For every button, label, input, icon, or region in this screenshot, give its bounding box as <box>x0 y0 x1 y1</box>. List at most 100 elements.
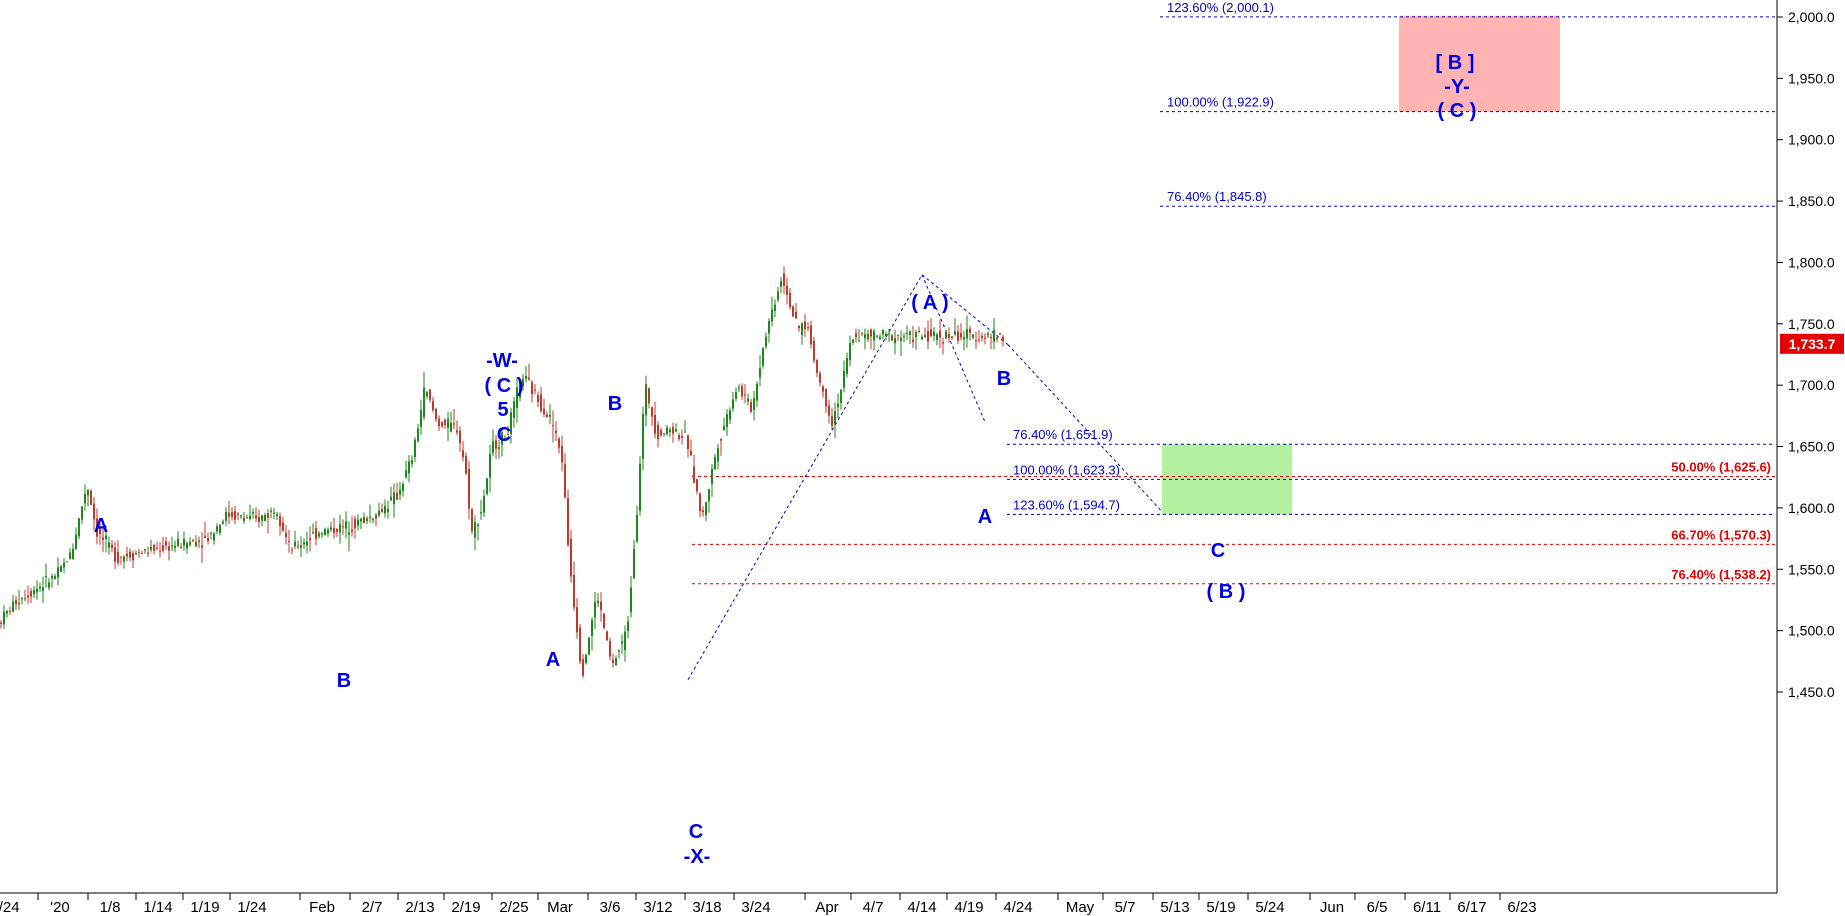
candle-body <box>579 627 581 662</box>
candle-body <box>381 509 383 513</box>
x-tick-label: 6/17 <box>1457 899 1486 916</box>
candle-body <box>786 285 788 296</box>
candle-body <box>147 552 149 554</box>
candle-body <box>435 409 437 420</box>
candle-body <box>354 518 356 529</box>
candle-body <box>747 398 749 402</box>
candle-body <box>411 460 413 464</box>
candle-body <box>531 382 533 395</box>
candle-body <box>288 540 290 542</box>
candle-body <box>84 494 86 504</box>
candle-body <box>216 526 218 532</box>
x-tick-label: 6/23 <box>1507 899 1536 916</box>
candle-body <box>975 340 977 342</box>
x-tick-label: 3/18 <box>692 899 721 916</box>
candle-body <box>318 533 320 537</box>
y-tick-label: 1,600.0 <box>1788 500 1835 516</box>
candle-body <box>165 541 167 546</box>
x-tick-label: 1/14 <box>143 899 172 916</box>
candle-body <box>873 331 875 341</box>
y-tick-label: 1,950.0 <box>1788 70 1835 86</box>
candle-body <box>654 414 656 434</box>
candle-body <box>45 576 47 578</box>
x-tick-label: May <box>1066 899 1095 916</box>
candle-body <box>465 455 467 474</box>
candle-body <box>51 576 53 579</box>
candle-body <box>924 334 926 338</box>
candle-body <box>453 423 455 425</box>
candle-body <box>951 336 953 339</box>
y-tick-label: 1,800.0 <box>1788 254 1835 270</box>
candle-body <box>915 332 917 338</box>
candle-body <box>264 515 266 522</box>
candle-body <box>933 331 935 336</box>
candle-body <box>177 538 179 546</box>
candle-body <box>537 394 539 402</box>
candle-body <box>819 373 821 383</box>
candle-body <box>87 490 89 496</box>
candle-body <box>363 517 365 524</box>
candle-body <box>966 329 968 339</box>
candle-body <box>501 432 503 445</box>
candle-body <box>582 659 584 676</box>
candle-body <box>522 378 524 387</box>
candle-body <box>810 325 812 345</box>
candle-body <box>555 430 557 433</box>
candle-body <box>894 338 896 344</box>
candle-body <box>228 512 230 517</box>
x-tick-label: 6/11 <box>1413 899 1441 916</box>
candle-body <box>513 401 515 418</box>
candle-body <box>597 600 599 604</box>
candle-body <box>672 426 674 434</box>
candle-body <box>180 546 182 548</box>
wave-label: -X- <box>684 846 711 868</box>
fib-label: 100.00% (1,623.3) <box>1013 462 1120 477</box>
candle-body <box>117 551 119 563</box>
candle-body <box>936 334 938 340</box>
candle-body <box>12 601 14 612</box>
candle-body <box>603 613 605 629</box>
candle-body <box>252 512 254 514</box>
candle-body <box>207 537 209 542</box>
candle-body <box>690 450 692 456</box>
candle-body <box>372 518 374 521</box>
candle-body <box>15 600 17 605</box>
candle-body <box>888 333 890 335</box>
candle-body <box>186 543 188 549</box>
candle-body <box>723 426 725 431</box>
candle-body <box>561 446 563 463</box>
candle-body <box>969 328 971 333</box>
candle-body <box>345 521 347 529</box>
fib-label: 50.00% (1,625.6) <box>1671 459 1771 474</box>
candle-body <box>477 524 479 527</box>
candle-body <box>291 549 293 551</box>
candle-body <box>3 611 5 625</box>
candle-body <box>645 384 647 416</box>
candle-body <box>306 541 308 546</box>
candle-body <box>444 419 446 425</box>
candle-body <box>96 518 98 537</box>
candle-body <box>753 398 755 410</box>
candle-body <box>624 631 626 650</box>
candle-body <box>573 574 575 608</box>
candle-body <box>696 479 698 492</box>
candle-body <box>783 273 785 286</box>
wave-label: C <box>689 821 703 843</box>
candle-body <box>42 587 44 592</box>
candle-body <box>702 510 704 513</box>
x-tick-label: 1/19 <box>190 899 219 916</box>
fib-label: 66.70% (1,570.3) <box>1671 527 1771 542</box>
candle-body <box>159 550 161 552</box>
candle-body <box>552 425 554 427</box>
candle-body <box>729 410 731 420</box>
candle-body <box>210 532 212 534</box>
candle-body <box>33 590 35 595</box>
candle-body <box>909 331 911 336</box>
candle-body <box>735 392 737 399</box>
candle-body <box>153 545 155 551</box>
last-price-box <box>1780 333 1844 354</box>
candle-body <box>309 538 311 541</box>
candle-body <box>996 337 998 339</box>
candle-body <box>255 515 257 519</box>
candle-body <box>63 562 65 568</box>
